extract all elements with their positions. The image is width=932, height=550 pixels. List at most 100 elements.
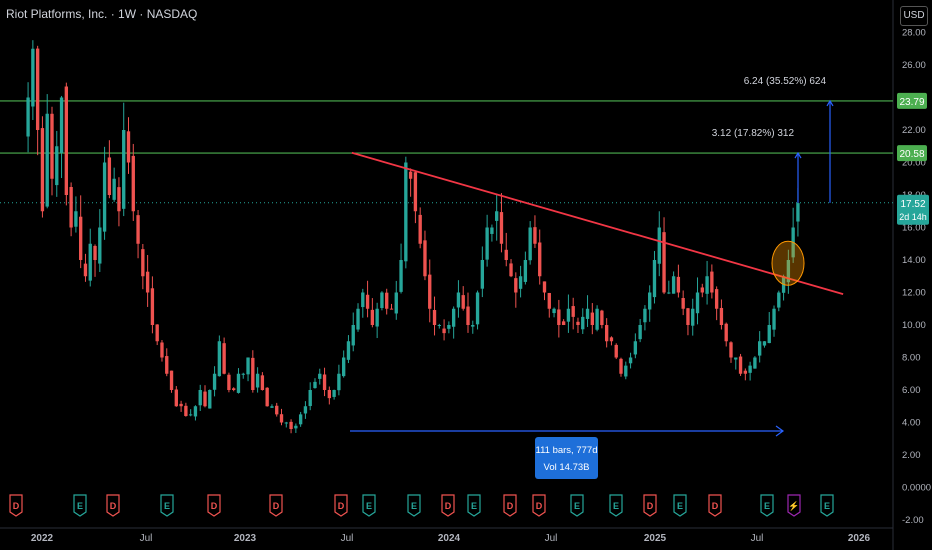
candle-body bbox=[322, 374, 327, 390]
x-tick-label: 2022 bbox=[31, 533, 54, 544]
earnings-marker[interactable] bbox=[820, 494, 834, 517]
candle-body bbox=[35, 48, 40, 130]
candle-body bbox=[490, 227, 494, 234]
candle-body bbox=[208, 390, 212, 409]
dividend-marker[interactable] bbox=[334, 494, 348, 517]
candle-body bbox=[772, 308, 776, 330]
dividend-marker[interactable] bbox=[269, 494, 283, 517]
candle-body bbox=[743, 370, 748, 374]
dividend-marker[interactable] bbox=[207, 494, 221, 517]
event-marker-label: D bbox=[536, 501, 543, 511]
event-marker-label: D bbox=[507, 501, 514, 511]
candle-body bbox=[260, 375, 265, 390]
candle-body bbox=[561, 321, 566, 325]
candle-body bbox=[26, 97, 30, 137]
event-marker-label: E bbox=[613, 501, 619, 511]
currency-selector[interactable]: USD bbox=[900, 6, 928, 26]
earnings-marker[interactable] bbox=[73, 494, 87, 517]
dividend-marker[interactable] bbox=[441, 494, 455, 517]
y-tick-label: 28.00 bbox=[902, 28, 926, 39]
measure-arrowhead bbox=[826, 99, 834, 107]
earnings-marker[interactable] bbox=[673, 494, 687, 517]
trendline[interactable] bbox=[351, 151, 844, 295]
candle-body bbox=[365, 294, 370, 309]
dividend-marker[interactable] bbox=[532, 494, 546, 517]
dividend-marker[interactable] bbox=[9, 494, 23, 517]
event-marker-label: D bbox=[647, 501, 654, 511]
candle-body bbox=[150, 288, 155, 325]
candle-body bbox=[88, 243, 92, 281]
candle-body bbox=[628, 357, 633, 364]
candle-body bbox=[193, 406, 198, 417]
dividend-marker[interactable] bbox=[503, 494, 517, 517]
candle-body bbox=[337, 373, 341, 391]
event-marker-label: E bbox=[574, 501, 580, 511]
candle-body bbox=[308, 390, 312, 407]
dividend-marker[interactable] bbox=[643, 494, 657, 517]
candle-body bbox=[279, 414, 284, 423]
candle-body bbox=[495, 211, 499, 221]
candle-body bbox=[251, 357, 255, 390]
candle-body bbox=[662, 232, 666, 293]
event-marker-label: D bbox=[273, 501, 280, 511]
candle-body bbox=[188, 414, 193, 416]
candle-body bbox=[719, 307, 724, 325]
candle-body bbox=[227, 374, 231, 390]
candle-body bbox=[710, 271, 714, 293]
y-tick-label: 2.00 bbox=[902, 450, 921, 461]
level-price-tag bbox=[897, 145, 927, 162]
candle-body bbox=[217, 341, 222, 377]
earnings-marker[interactable] bbox=[570, 494, 584, 517]
dividend-marker[interactable] bbox=[106, 494, 120, 517]
x-tick-label: Jul bbox=[545, 533, 558, 544]
measure-label: 6.24 (35.52%) 624 bbox=[744, 76, 827, 87]
event-marker-label: E bbox=[677, 501, 683, 511]
candle-body bbox=[447, 325, 451, 329]
y-tick-label: 0.0000 bbox=[902, 483, 931, 494]
breakout-highlight[interactable] bbox=[771, 240, 805, 286]
candle-body bbox=[533, 227, 537, 244]
candle-body bbox=[585, 308, 590, 319]
candle-body bbox=[499, 212, 504, 244]
candle-body bbox=[734, 357, 738, 360]
candle-body bbox=[624, 365, 628, 377]
candle-body bbox=[538, 242, 542, 277]
candle-body bbox=[98, 227, 102, 264]
x-tick-label: Jul bbox=[751, 533, 764, 544]
earnings-marker[interactable] bbox=[467, 494, 481, 517]
candle-body bbox=[107, 157, 112, 195]
candle-body bbox=[485, 227, 489, 260]
candle-body bbox=[657, 227, 661, 264]
measure-arrowhead bbox=[794, 151, 802, 159]
candle-body bbox=[609, 337, 614, 342]
candle-body bbox=[356, 308, 360, 330]
candle-body bbox=[705, 276, 709, 294]
candle-body bbox=[461, 295, 465, 309]
x-tick-label: 2024 bbox=[438, 533, 461, 544]
earnings-marker[interactable] bbox=[407, 494, 421, 517]
event-marker-label: D bbox=[445, 501, 452, 511]
candle-body bbox=[126, 131, 131, 163]
earnings-marker[interactable] bbox=[362, 494, 376, 517]
candle-body bbox=[145, 271, 150, 293]
candle-body bbox=[432, 310, 437, 325]
candle-body bbox=[413, 172, 418, 212]
earnings-marker[interactable] bbox=[160, 494, 174, 517]
dividend-marker[interactable] bbox=[708, 494, 722, 517]
candle-body bbox=[385, 292, 389, 309]
earnings-marker[interactable] bbox=[609, 494, 623, 517]
candle-body bbox=[691, 308, 695, 326]
candle-body bbox=[93, 245, 97, 260]
y-tick-label: 4.00 bbox=[902, 418, 921, 429]
event-marker-label: E bbox=[77, 501, 83, 511]
candle-body bbox=[122, 130, 126, 209]
event-marker-label: E bbox=[471, 501, 477, 511]
event-marker[interactable] bbox=[787, 494, 801, 517]
earnings-marker[interactable] bbox=[760, 494, 774, 517]
candle-body bbox=[681, 298, 685, 309]
level-price-tag-label: 23.79 bbox=[899, 97, 924, 108]
candle-body bbox=[351, 325, 355, 346]
candle-body bbox=[471, 325, 475, 327]
candle-body bbox=[676, 276, 681, 293]
